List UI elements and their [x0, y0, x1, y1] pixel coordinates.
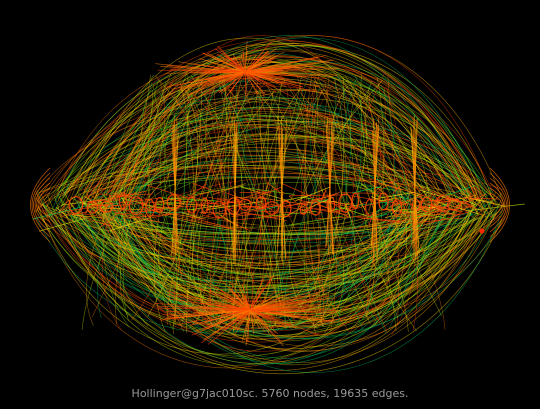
- graph-central-band: [32, 177, 525, 232]
- graph-end-caps: [30, 167, 510, 243]
- graph-node-columns: [171, 115, 420, 265]
- graph-node-clusters: [154, 41, 340, 347]
- graph-caption: Hollinger@g7jac010sc. 5760 nodes, 19635 …: [131, 387, 409, 400]
- graph-highlight-node: [479, 228, 485, 234]
